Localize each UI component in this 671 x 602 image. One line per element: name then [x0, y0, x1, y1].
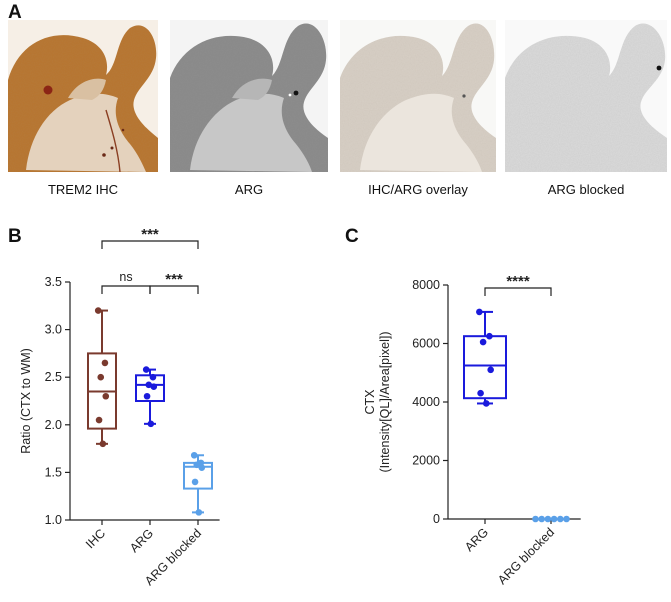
data-point [101, 359, 109, 367]
significance-label: *** [141, 226, 159, 243]
data-point [102, 392, 110, 400]
y-tick-label: 2.5 [45, 370, 62, 384]
y-tick-label: 4000 [412, 395, 440, 409]
box-iqr [135, 374, 165, 403]
arg-blocked-image [505, 20, 667, 172]
significance-bracket [101, 285, 151, 294]
y-tick-label: 1.5 [45, 465, 62, 479]
data-point [557, 515, 564, 523]
x-tick-label: ARG [127, 526, 156, 555]
data-point [532, 515, 539, 523]
data-point [479, 338, 487, 346]
box-iqr [463, 335, 507, 400]
data-point [538, 515, 545, 523]
significance-bracket [101, 240, 199, 249]
panel-label-c: C [345, 226, 359, 247]
y-tick-label: 8000 [412, 278, 440, 292]
chart-c-ctx-intensity: 0 2000 4000 6000 8000 ARG ARG blocked CTX (Inten… [363, 273, 581, 587]
significance-label: **** [506, 273, 530, 290]
data-point [147, 420, 155, 428]
x-tick-label: ARG [462, 525, 491, 554]
image-caption-arg-blocked: ARG blocked [547, 182, 625, 197]
panel-label-a: A [8, 2, 22, 23]
data-point [486, 332, 493, 340]
x-tick-label: ARG blocked [495, 525, 557, 587]
data-point [193, 461, 201, 469]
data-point [198, 464, 206, 471]
y-tick-label: 1.0 [45, 513, 62, 527]
data-point [487, 366, 494, 374]
image-caption-trem2-ihc: TREM2 IHC [47, 182, 119, 197]
significance-label: *** [165, 271, 183, 288]
arg-image [170, 20, 328, 172]
data-point [143, 392, 151, 400]
y-axis-title: (Intensity[QL]/Area[pixel]) [378, 331, 392, 472]
data-point [190, 451, 198, 459]
ihc-arg-overlay-image [340, 20, 496, 172]
significance-label: ns [119, 270, 132, 284]
data-point [563, 515, 570, 523]
trem2-ihc-image [8, 20, 158, 172]
data-point [550, 515, 558, 523]
data-point [97, 373, 105, 381]
image-caption-arg: ARG [234, 182, 264, 197]
y-axis-title: Ratio (CTX to WM) [19, 348, 33, 454]
data-point [95, 416, 103, 424]
significance-bracket [149, 285, 199, 294]
data-point [544, 515, 552, 523]
y-axis-title: CTX [363, 389, 377, 415]
x-tick-label: IHC [83, 526, 108, 551]
data-point [191, 478, 199, 486]
y-tick-label: 6000 [412, 337, 440, 351]
panel-label-b: B [8, 226, 22, 247]
data-point [145, 381, 153, 389]
data-point [195, 509, 203, 516]
data-point [477, 389, 484, 397]
data-point [476, 308, 483, 316]
data-point [150, 383, 158, 391]
data-point [94, 307, 102, 314]
significance-bracket [484, 287, 552, 296]
y-tick-label: 3.0 [45, 323, 62, 337]
data-point [142, 366, 150, 373]
y-tick-label: 2000 [412, 454, 440, 468]
data-point [99, 440, 107, 448]
data-point [149, 373, 157, 381]
data-point [482, 400, 490, 407]
y-tick-label: 3.5 [45, 275, 62, 289]
y-tick-label: 2.0 [45, 418, 62, 432]
image-caption-ihc-arg-overlay: IHC/ARG overlay [368, 182, 468, 197]
y-tick-label: 0 [433, 512, 440, 526]
